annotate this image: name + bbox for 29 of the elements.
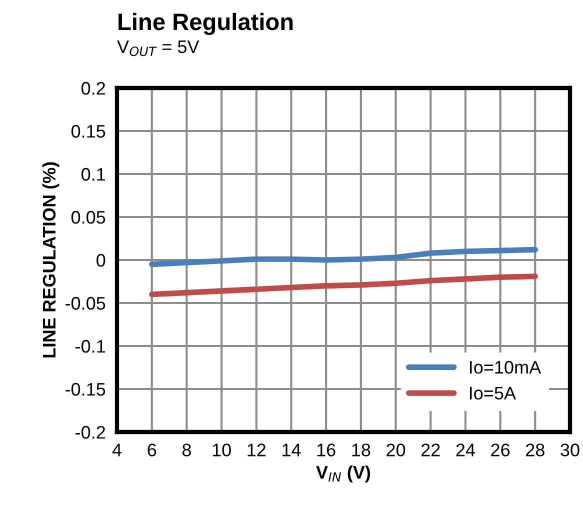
legend-label: Io=10mA bbox=[470, 360, 542, 374]
y-tick-label: 0.05 bbox=[71, 210, 106, 224]
x-tick-label: 28 bbox=[526, 444, 544, 456]
x-tick-label: 6 bbox=[148, 444, 156, 456]
x-tick-label: 10 bbox=[212, 444, 231, 456]
x-tick-label: 4 bbox=[112, 444, 122, 456]
x-tick-label: 22 bbox=[421, 444, 440, 456]
x-tick-label: 8 bbox=[182, 444, 191, 456]
y-tick-label: 0 bbox=[96, 254, 106, 267]
x-tick-label: 16 bbox=[317, 444, 336, 456]
y-tick-label: -0.05 bbox=[66, 296, 106, 310]
x-tick-label: 20 bbox=[386, 444, 406, 456]
x-tick-label: 14 bbox=[282, 444, 301, 456]
x-axis-title: V$_{IN}$ (V) bbox=[316, 466, 370, 482]
chart-title: Line Regulation bbox=[118, 12, 293, 36]
x-tick-label: 30 bbox=[560, 444, 580, 456]
chart-subtitle: V$_{OUT}$ = 5V bbox=[117, 40, 200, 56]
y-tick-label: -0.2 bbox=[76, 426, 105, 439]
y-axis-title: LINE REGULATION (%) bbox=[42, 162, 60, 358]
y-tick-label: 0.15 bbox=[71, 124, 106, 138]
y-tick-label: -0.15 bbox=[66, 382, 106, 396]
x-tick-label: 24 bbox=[456, 444, 475, 456]
legend-label: Io=5A bbox=[470, 386, 516, 400]
x-tick-label: 12 bbox=[248, 444, 266, 456]
y-tick-label: -0.1 bbox=[76, 340, 106, 353]
x-tick-label: 26 bbox=[491, 444, 510, 456]
y-tick-label: 0.1 bbox=[81, 168, 106, 181]
x-tick-label: 18 bbox=[352, 444, 370, 456]
y-tick-label: 0.2 bbox=[81, 82, 105, 95]
